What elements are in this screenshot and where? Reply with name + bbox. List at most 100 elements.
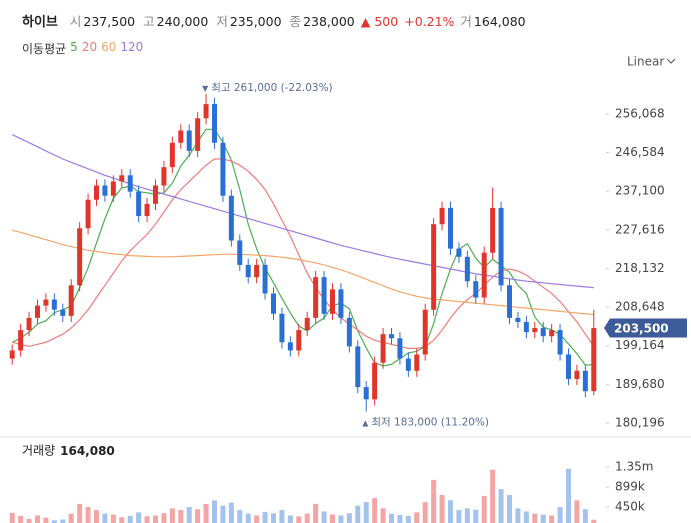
candle-body <box>481 252 487 298</box>
quote-value: 237,500 <box>83 14 136 29</box>
volume-bar <box>35 515 40 523</box>
volume-bar <box>186 507 192 523</box>
volume-bar <box>380 508 386 523</box>
volume-bar <box>144 516 150 523</box>
legend-entry: 60 <box>101 40 117 54</box>
candle-body <box>271 293 276 314</box>
scale-toggle[interactable]: Linear <box>627 55 664 69</box>
volume-bar <box>372 498 378 523</box>
candle-body <box>389 334 394 339</box>
ma-line <box>11 134 594 289</box>
candle-body <box>195 118 201 151</box>
volume-bar <box>473 509 479 523</box>
volume-bar <box>220 505 226 523</box>
candle-body <box>169 142 175 168</box>
candle-body <box>338 289 344 318</box>
volume-bar <box>507 495 512 523</box>
quote-label: 고 <box>143 14 155 29</box>
candle-body <box>262 264 268 294</box>
candle-body <box>237 240 243 265</box>
candle-body <box>94 185 99 200</box>
candle-body <box>498 207 504 286</box>
candle-body <box>26 317 32 331</box>
candle-body <box>431 224 437 310</box>
y-tick-label: 180,196 <box>615 415 665 429</box>
candle-body <box>464 256 470 282</box>
quotes: 시 237,500 고 240,000 저 235,000 종 238,000 <box>70 11 355 30</box>
candle-body <box>136 191 142 217</box>
candle-body <box>245 264 251 278</box>
candle-body <box>456 248 462 257</box>
candle-body <box>77 228 83 286</box>
candle-body <box>591 328 597 392</box>
volume-bar <box>591 519 597 523</box>
volume-bar <box>203 503 209 523</box>
candle-body <box>110 181 116 196</box>
candle-body <box>473 281 479 298</box>
y-tick-label: 227,616 <box>615 222 665 236</box>
candle-body <box>35 305 40 318</box>
volume-title: 거래량 164,080 <box>22 444 115 458</box>
volume-bar <box>304 513 310 523</box>
candle-body <box>144 203 150 217</box>
volume-bar <box>532 513 538 523</box>
volume-bar <box>26 519 32 523</box>
y-tick-label: 218,132 <box>615 261 665 275</box>
volume-bar <box>110 514 116 523</box>
volume-bar <box>254 515 260 523</box>
candle-body <box>60 309 66 316</box>
volume-bar <box>574 500 580 523</box>
candle-body <box>574 370 580 379</box>
volume-bar <box>212 500 217 523</box>
y-tick-label: 237,100 <box>615 184 665 198</box>
price-badge <box>604 318 687 338</box>
volume-bar <box>127 515 133 523</box>
volume-bar <box>346 513 352 523</box>
candle-body <box>51 299 57 310</box>
volume-title-value: 164,080 <box>60 444 115 458</box>
volume-bar <box>498 489 504 523</box>
volume-bar <box>389 513 394 523</box>
volume-bar <box>178 510 184 523</box>
candle-body <box>439 207 445 225</box>
candle-body <box>566 354 571 379</box>
candle-body <box>254 264 260 278</box>
volume-bar <box>77 503 83 523</box>
candle-body <box>220 142 226 196</box>
ma-line <box>11 128 594 367</box>
volume-bar <box>119 517 125 523</box>
change: ▲ 500 <box>360 14 399 29</box>
price-badge-label: 203,500 <box>614 322 669 336</box>
volume-bar <box>195 509 201 523</box>
candle-body <box>515 317 521 322</box>
annotation-text: 최저 183,000 (11.20%) <box>371 417 489 429</box>
volume-bar <box>245 513 251 523</box>
volume-bar <box>405 515 411 523</box>
candle-body <box>397 338 403 359</box>
header: 하이브 시 237,500 고 240,000 저 235,000 종 238,000 ▲ 5… <box>22 11 526 30</box>
quote-value: 235,000 <box>229 14 282 29</box>
annotation-marker: ▲ <box>362 418 369 427</box>
volume-bar <box>18 515 24 523</box>
candle-body <box>119 175 125 182</box>
volume-bar <box>287 515 293 523</box>
volume-bar <box>85 507 91 523</box>
volume-bar <box>439 495 445 523</box>
candle-body <box>549 330 555 337</box>
candle-body <box>18 330 24 351</box>
quote-label: 시 <box>69 14 82 29</box>
ma-line <box>12 229 594 316</box>
volume-bar <box>161 513 167 523</box>
volume-bar <box>228 502 234 523</box>
legend-entry: 5 <box>70 40 78 54</box>
volume-bar <box>481 495 487 523</box>
candle-body <box>161 167 167 186</box>
candle-body <box>178 130 184 143</box>
volume-bar <box>431 479 437 523</box>
candle-body <box>9 350 15 359</box>
candle-body <box>85 199 91 229</box>
candle-body <box>448 207 453 249</box>
change-pct: +0.21% <box>404 14 455 29</box>
volume-tick-label: 1.35m <box>615 460 653 474</box>
